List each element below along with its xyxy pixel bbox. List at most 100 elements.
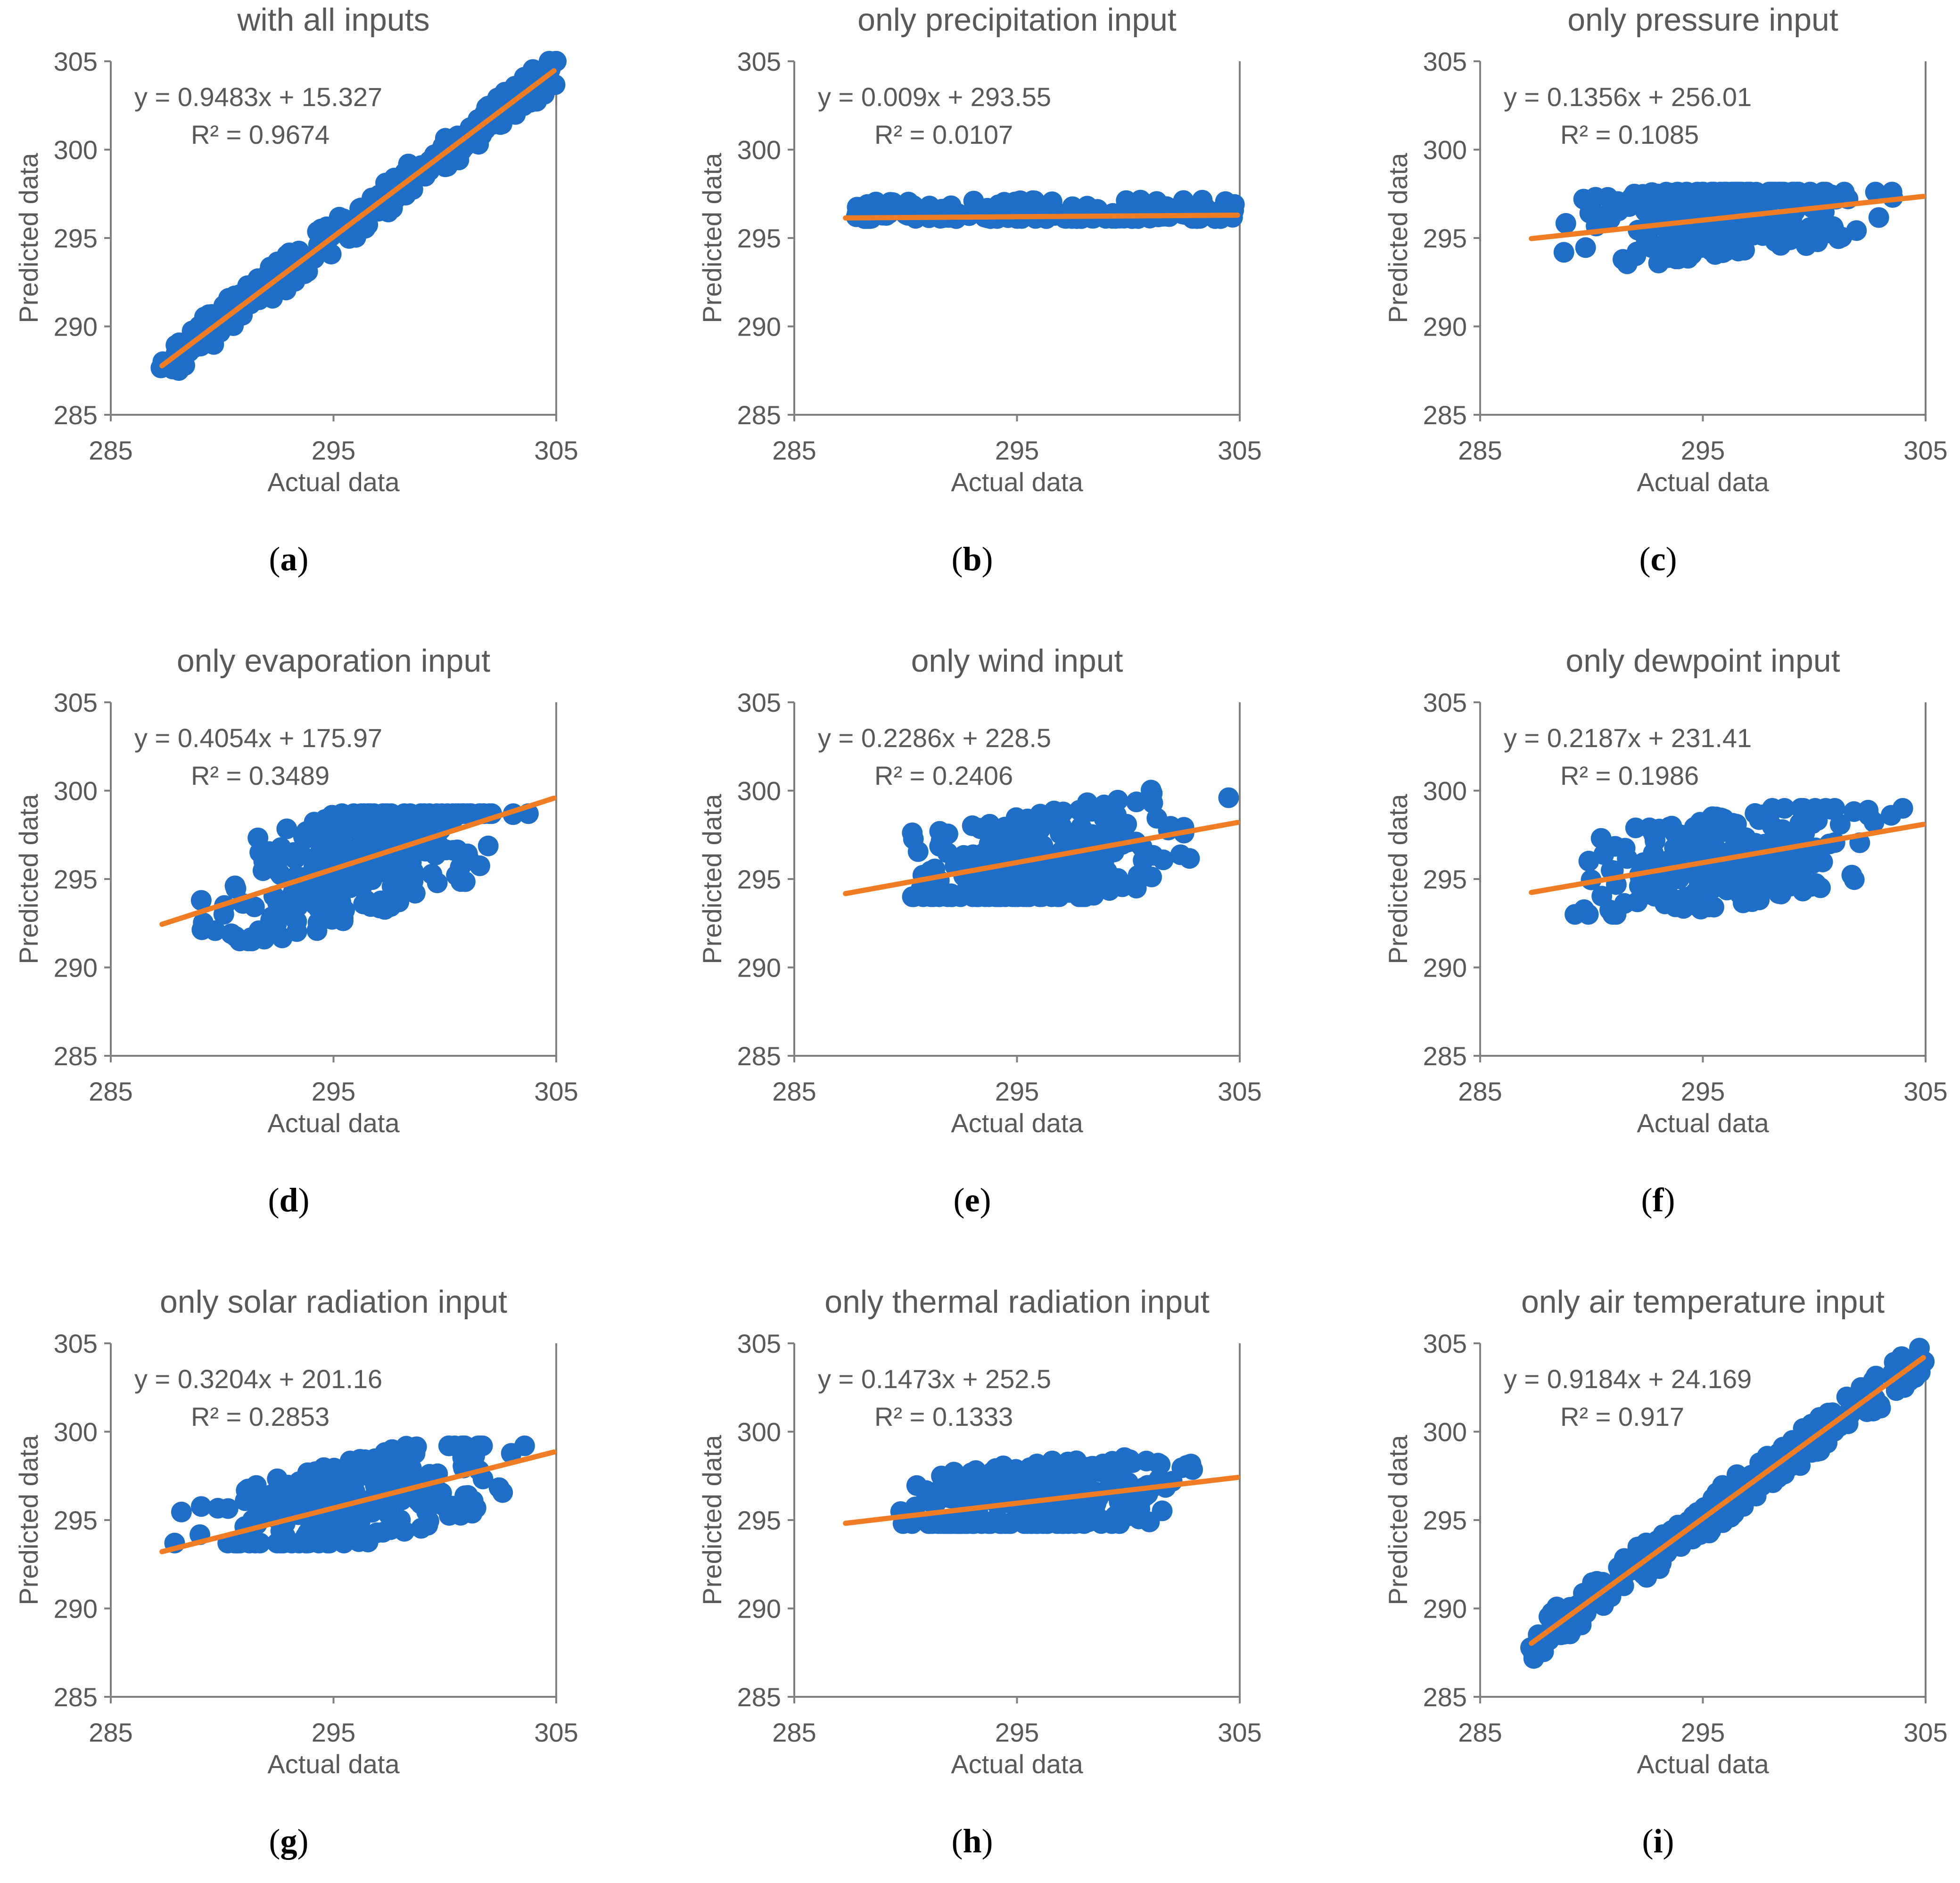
- panel-caption: (c): [1639, 540, 1677, 578]
- data-point: [1565, 904, 1586, 925]
- trendline-equation: y = 0.9483x + 15.327: [134, 82, 382, 112]
- panel-caption: (i): [1642, 1822, 1674, 1860]
- data-point: [954, 1480, 975, 1502]
- x-tick-label: 285: [772, 1718, 816, 1747]
- data-point: [221, 923, 242, 945]
- data-point: [963, 1513, 984, 1534]
- chart-title: only evaporation input: [177, 643, 490, 679]
- y-tick-label: 285: [54, 1041, 98, 1071]
- data-point: [1713, 1497, 1734, 1519]
- y-tick-label: 290: [54, 953, 98, 983]
- data-point: [244, 896, 265, 917]
- data-point: [1661, 815, 1682, 837]
- x-tick-label: 285: [1458, 1718, 1502, 1747]
- y-tick-label: 305: [1423, 47, 1467, 76]
- x-axis-label: Actual data: [951, 1749, 1083, 1779]
- data-point: [1541, 1602, 1563, 1623]
- x-tick-label: 305: [1218, 1077, 1261, 1106]
- data-point: [963, 190, 984, 212]
- x-tick-label: 305: [1903, 1718, 1947, 1747]
- chart-title: only solar radiation input: [160, 1284, 507, 1320]
- data-point: [976, 1469, 997, 1489]
- scatter-points: [1565, 798, 1913, 925]
- trendline: [1529, 1355, 1926, 1646]
- trendline: [1529, 194, 1926, 241]
- data-point: [248, 920, 270, 941]
- x-tick-label: 295: [312, 1718, 355, 1747]
- data-point: [1077, 792, 1098, 814]
- data-point: [1070, 854, 1091, 875]
- y-tick-label: 300: [737, 776, 781, 806]
- r-squared-label: R² = 0.0107: [874, 120, 1013, 149]
- data-point: [314, 809, 336, 830]
- x-tick-label: 305: [1218, 436, 1261, 465]
- data-point: [1698, 896, 1720, 918]
- chart-panel-c: only pressure input 285 290 295 300 305 285 295…: [1383, 2, 1948, 578]
- data-point: [922, 1513, 943, 1534]
- chart-title: only air temperature input: [1521, 1284, 1885, 1320]
- x-tick-label: 295: [312, 1077, 355, 1106]
- data-point: [1684, 817, 1705, 838]
- data-point: [1666, 843, 1687, 864]
- data-point: [1095, 802, 1116, 823]
- y-tick-label: 305: [737, 688, 781, 717]
- data-point: [1758, 806, 1779, 827]
- x-tick-label: 295: [1681, 1077, 1725, 1106]
- y-tick-label: 285: [1423, 400, 1467, 430]
- y-axis-label: Predicted data: [697, 1435, 727, 1605]
- x-axis-label: Actual data: [1637, 1749, 1769, 1779]
- data-point: [1914, 1351, 1935, 1372]
- panel-caption: (f): [1641, 1181, 1675, 1219]
- data-point: [333, 910, 354, 931]
- trendline-equation: y = 0.3204x + 201.16: [134, 1364, 382, 1394]
- data-point: [929, 886, 950, 907]
- data-point: [1591, 886, 1613, 907]
- trendline-equation: y = 0.1473x + 252.5: [818, 1364, 1051, 1394]
- data-point: [238, 1479, 259, 1500]
- data-point: [1020, 1464, 1041, 1485]
- r-squared-label: R² = 0.917: [1560, 1402, 1684, 1431]
- data-point: [328, 890, 349, 911]
- data-point: [1772, 189, 1793, 210]
- y-tick-label: 290: [1423, 312, 1467, 342]
- scatter-points: [164, 1435, 535, 1554]
- data-point: [907, 841, 929, 862]
- data-point: [478, 835, 499, 856]
- data-point: [382, 1439, 403, 1460]
- trendline-equation: y = 0.1356x + 256.01: [1504, 82, 1752, 112]
- data-point: [1606, 904, 1627, 925]
- y-tick-label: 300: [54, 135, 98, 165]
- data-point: [1156, 196, 1177, 217]
- data-point: [339, 816, 360, 837]
- data-point: [1765, 217, 1787, 238]
- scatter-points: [902, 780, 1239, 907]
- y-tick-label: 285: [54, 400, 98, 430]
- data-point: [1625, 817, 1646, 839]
- data-point: [1829, 814, 1851, 835]
- y-tick-label: 295: [737, 223, 781, 253]
- y-axis-label: Predicted data: [1383, 794, 1413, 964]
- y-tick-label: 305: [1423, 1329, 1467, 1358]
- data-point: [1126, 791, 1147, 813]
- chart-panel-d: only evaporation input 285 290 295 300 305 285…: [14, 643, 578, 1219]
- y-tick-label: 290: [737, 312, 781, 342]
- data-point: [1779, 866, 1800, 888]
- data-point: [1097, 1462, 1118, 1482]
- data-point: [190, 890, 212, 911]
- y-tick-label: 295: [54, 864, 98, 894]
- y-tick-label: 285: [54, 1682, 98, 1712]
- y-tick-label: 285: [737, 1041, 781, 1071]
- trendline: [843, 820, 1240, 896]
- y-axis-label: Predicted data: [14, 153, 43, 323]
- data-point: [1082, 824, 1103, 845]
- x-tick-label: 285: [772, 436, 816, 465]
- data-point: [1119, 1449, 1140, 1470]
- x-tick-label: 295: [995, 1077, 1039, 1106]
- trendline: [159, 68, 557, 369]
- data-point: [1590, 828, 1612, 849]
- data-point: [351, 1465, 372, 1486]
- data-point: [387, 869, 408, 890]
- data-point: [1704, 181, 1725, 203]
- data-point: [1553, 242, 1574, 263]
- y-axis-label: Predicted data: [1383, 153, 1413, 323]
